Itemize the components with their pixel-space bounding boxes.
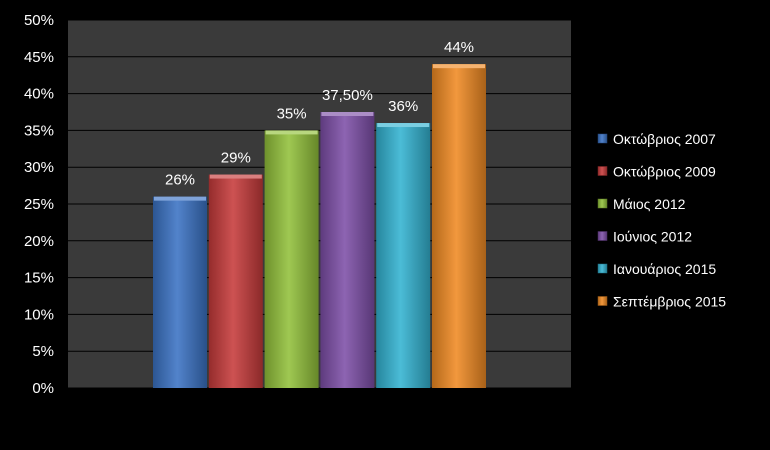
bar-top-highlight [265, 130, 318, 135]
bar [432, 64, 486, 388]
legend-entry: Ιούνιος 2012 [613, 229, 692, 245]
y-tick-label: 50% [24, 12, 54, 29]
gridlines [68, 19, 571, 389]
y-axis-ticks: 0% 5% 10% 15% 20% 25% 30% 35% 40% 45% 50% [24, 12, 54, 397]
y-tick-label: 40% [24, 86, 54, 103]
bar-value-label: 26% [165, 172, 195, 189]
y-tick-label: 0% [32, 380, 54, 397]
y-tick-label: 10% [24, 306, 54, 323]
legend: Οκτώβριος 2007 Οκτώβριος 2009 Μάιος 2012 Ιο… [597, 131, 726, 310]
bar-top-highlight [377, 123, 430, 128]
legend-swatch [597, 296, 608, 306]
legend-entry: Οκτώβριος 2007 [613, 131, 716, 147]
y-tick-label: 45% [24, 49, 54, 66]
y-tick-label: 30% [24, 159, 54, 176]
legend-swatch [597, 133, 608, 144]
bar [153, 196, 207, 388]
bar-value-label: 37,50% [322, 87, 373, 104]
legend-entry: Οκτώβριος 2009 [613, 164, 716, 180]
bar-value-label: 35% [277, 105, 307, 122]
bar-top-highlight [154, 196, 206, 201]
data-labels: 26% 29% 35% 37,50% 36% 44% [165, 39, 474, 188]
legend-swatch [597, 231, 608, 241]
y-tick-label: 20% [24, 233, 54, 250]
y-tick-label: 5% [32, 343, 54, 360]
bar-value-label: 29% [221, 150, 251, 167]
legend-entry: Ιανουάριος 2015 [613, 261, 716, 277]
bar [376, 123, 431, 388]
bar [264, 130, 319, 388]
bar [208, 174, 263, 388]
bar-top-highlight [209, 174, 262, 179]
legend-swatch [597, 166, 608, 176]
bar-top-highlight [433, 64, 485, 69]
bar [320, 112, 375, 388]
bars [153, 64, 486, 388]
legend-entry: Μάιος 2012 [613, 196, 686, 212]
bar-value-label: 36% [388, 98, 418, 115]
legend-entry: Σεπτέμβριος 2015 [613, 294, 726, 310]
legend-swatch [597, 198, 608, 209]
y-tick-label: 25% [24, 196, 54, 213]
bar-value-label: 44% [444, 39, 474, 56]
y-tick-label: 35% [24, 122, 54, 139]
legend-swatch [597, 263, 608, 274]
y-tick-label: 15% [24, 270, 54, 287]
bar-top-highlight [321, 112, 374, 116]
